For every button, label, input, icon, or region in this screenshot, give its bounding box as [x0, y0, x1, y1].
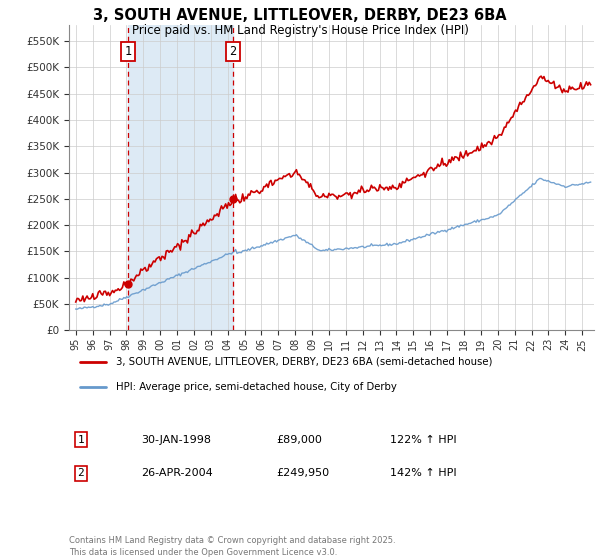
Text: 1: 1	[77, 435, 85, 445]
Text: Contains HM Land Registry data © Crown copyright and database right 2025.
This d: Contains HM Land Registry data © Crown c…	[69, 536, 395, 557]
Text: 3, SOUTH AVENUE, LITTLEOVER, DERBY, DE23 6BA: 3, SOUTH AVENUE, LITTLEOVER, DERBY, DE23…	[93, 8, 507, 24]
Text: £249,950: £249,950	[276, 468, 329, 478]
Bar	[128, 25, 233, 330]
Text: 1: 1	[124, 45, 131, 58]
Text: 142% ↑ HPI: 142% ↑ HPI	[390, 468, 457, 478]
Text: 3, SOUTH AVENUE, LITTLEOVER, DERBY, DE23 6BA (semi-detached house): 3, SOUTH AVENUE, LITTLEOVER, DERBY, DE23…	[116, 357, 493, 367]
Text: Price paid vs. HM Land Registry's House Price Index (HPI): Price paid vs. HM Land Registry's House …	[131, 24, 469, 36]
Text: £89,000: £89,000	[276, 435, 322, 445]
Text: HPI: Average price, semi-detached house, City of Derby: HPI: Average price, semi-detached house,…	[116, 382, 397, 392]
Text: 30-JAN-1998: 30-JAN-1998	[141, 435, 211, 445]
Text: 122% ↑ HPI: 122% ↑ HPI	[390, 435, 457, 445]
Text: 26-APR-2004: 26-APR-2004	[141, 468, 213, 478]
Text: 2: 2	[77, 468, 85, 478]
Text: 2: 2	[230, 45, 236, 58]
